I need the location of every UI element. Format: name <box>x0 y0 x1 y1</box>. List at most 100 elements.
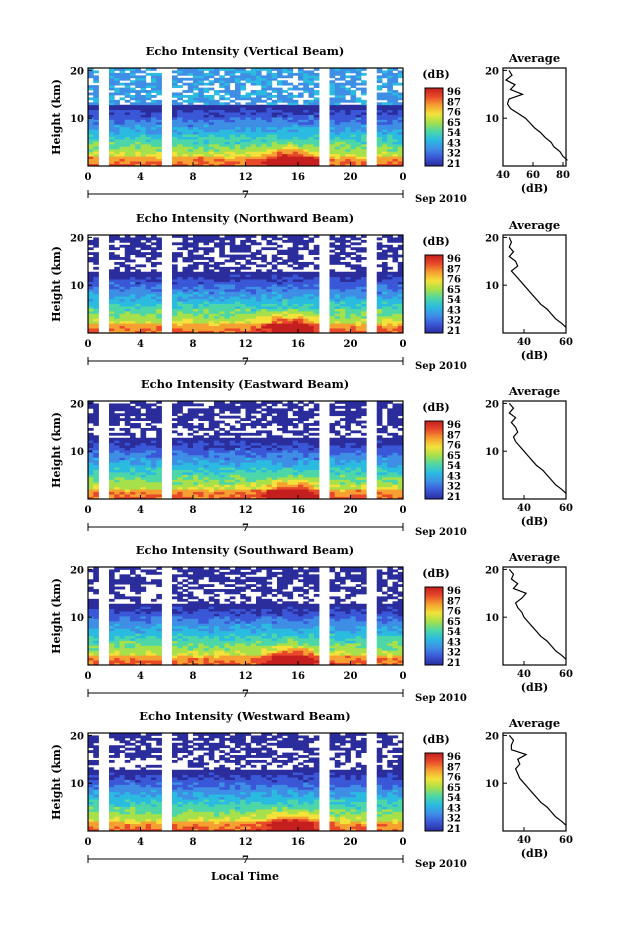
heatmap-cell <box>119 136 126 140</box>
heatmap-cell <box>250 403 257 407</box>
heatmap-cell <box>208 427 215 431</box>
heatmap-cell <box>256 306 262 309</box>
heatmap-cell <box>229 163 236 167</box>
heatmap-cell <box>340 303 346 307</box>
heatmap-cell <box>303 315 309 319</box>
heatmap-cell <box>387 293 393 297</box>
heatmap-cell <box>145 489 152 493</box>
heatmap-cell <box>345 141 351 145</box>
heatmap-cell <box>219 496 225 500</box>
heatmap-cell <box>151 420 157 424</box>
heatmap-cell <box>350 104 357 108</box>
heatmap-cell <box>355 107 362 111</box>
heatmap-cell <box>282 484 288 488</box>
heatmap-cell <box>277 437 283 441</box>
heatmap-cell <box>256 151 262 155</box>
heatmap-cell <box>219 467 225 470</box>
heatmap-cell <box>397 134 404 137</box>
heatmap-cell <box>109 72 115 76</box>
chart-panel-3: Echo Intensity (Eastward Beam)2010Height… <box>50 377 573 538</box>
heatmap-cell <box>93 266 99 270</box>
heatmap-cell <box>208 452 215 456</box>
heatmap-cell <box>266 114 273 118</box>
heatmap-cell <box>271 121 278 125</box>
heatmap-cell <box>135 112 141 115</box>
heatmap-cell <box>119 104 126 108</box>
heatmap-cell <box>250 494 257 497</box>
heatmap-cell <box>193 320 199 324</box>
heatmap-cell <box>182 442 189 446</box>
heatmap-cell <box>187 452 194 456</box>
heatmap-cell <box>277 143 283 147</box>
heatmap-cell <box>214 92 220 96</box>
heatmap-cell <box>187 112 194 115</box>
heatmap-cell <box>376 85 383 88</box>
heatmap-cell <box>151 119 157 123</box>
heatmap-cell <box>198 274 204 278</box>
heatmap-cell <box>240 291 246 295</box>
heatmap-cell <box>145 418 152 421</box>
heatmap-cell <box>308 104 315 108</box>
heatmap-cell <box>340 156 346 160</box>
heatmap-cell <box>203 476 210 480</box>
heatmap-cell <box>303 121 309 125</box>
heatmap-cell <box>350 279 357 282</box>
heatmap-cell <box>345 134 351 137</box>
heatmap-cell <box>382 257 388 260</box>
heatmap-cell <box>229 410 236 414</box>
heatmap-cell <box>334 109 341 113</box>
heatmap-cell <box>277 139 283 142</box>
heatmap-cell <box>382 156 388 160</box>
heatmap-cell <box>145 139 152 142</box>
heatmap-cell <box>119 296 126 300</box>
heatmap-cell <box>145 403 152 407</box>
heatmap-cell <box>224 254 231 258</box>
heatmap-cell <box>282 494 288 497</box>
heatmap-cell <box>93 313 99 317</box>
heatmap-cell <box>182 454 189 458</box>
heatmap-cell <box>224 293 231 297</box>
heatmap-cell <box>172 484 178 488</box>
heatmap-cell <box>250 129 257 133</box>
heatmap-cell <box>240 235 246 238</box>
heatmap-cell <box>135 496 141 500</box>
heatmap-cell <box>119 257 126 260</box>
heatmap-cell <box>313 284 320 287</box>
heatmap-cell <box>298 454 304 458</box>
heatmap-cell <box>156 298 162 302</box>
heatmap-cell <box>187 413 194 417</box>
heatmap-cell <box>214 274 220 278</box>
heatmap-cell <box>151 68 157 71</box>
heatmap-cell <box>198 82 204 86</box>
heatmap-cell <box>88 484 94 488</box>
heatmap-cell <box>224 423 231 426</box>
heatmap-cell <box>203 281 210 285</box>
heatmap-cell <box>355 104 362 108</box>
heatmap-cell <box>198 254 204 258</box>
heatmap-cell <box>114 320 120 324</box>
heatmap-cell <box>93 107 99 111</box>
heatmap-cell <box>135 109 141 113</box>
heatmap-cell <box>245 318 252 322</box>
heatmap-cell <box>203 445 210 448</box>
heatmap-cell <box>145 109 152 113</box>
heatmap-cell <box>292 445 299 448</box>
heatmap-cell <box>397 239 404 243</box>
heatmap-cell <box>93 126 99 130</box>
heatmap-cell <box>277 121 283 125</box>
heatmap-cell <box>261 298 267 302</box>
heatmap-cell <box>198 151 204 155</box>
heatmap-cell <box>392 279 399 282</box>
heatmap-cell <box>203 158 210 162</box>
heatmap-cell <box>145 310 152 314</box>
heatmap-cell <box>376 97 383 101</box>
heatmap-cell <box>203 452 210 456</box>
heatmap-cell <box>135 82 141 86</box>
heatmap-cell <box>88 306 94 309</box>
heatmap-cell <box>308 306 315 309</box>
heatmap-cell <box>235 301 241 304</box>
heatmap-cell <box>266 469 273 473</box>
heatmap-cell <box>219 474 225 478</box>
heatmap-cell <box>261 87 267 91</box>
heatmap-cell <box>361 112 367 115</box>
